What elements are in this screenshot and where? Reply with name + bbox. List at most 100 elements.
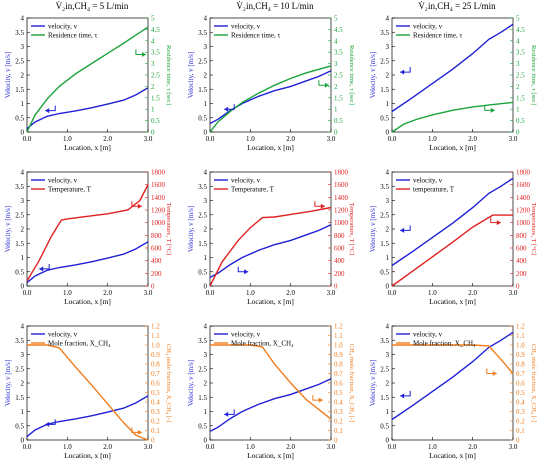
y-tick-label: 0 [21,283,25,291]
y-tick-label: 2 [386,380,390,388]
y-tick-label: 4 [21,169,25,177]
series-line-1 [209,206,332,287]
x-tick-label: 3.0 [509,443,518,451]
y-tick-label: 1 [204,254,208,262]
y2-tick-label: 1.5 [516,94,525,102]
y-tick-label: 0 [386,129,390,137]
y-tick-label: 4 [386,15,390,23]
x-tick-label: 0.0 [206,135,215,143]
y2-tick-label: 2.5 [516,72,525,80]
legend-label: velocity, v [231,331,261,339]
y2-tick-label: 600 [334,245,345,253]
y-tick-label: 1 [204,408,208,416]
y2-tick-label: 400 [334,257,345,265]
y2-tick-label: 3 [151,60,155,68]
series-line-0 [391,177,514,267]
y-tick-label: 1 [21,408,25,416]
x-tick-label: 1.0 [246,289,255,297]
y-tick-label: 2.5 [198,211,207,219]
arrow-head [224,106,229,112]
y2-tick-label: 2 [334,83,338,91]
x-tick-label: 3.0 [144,135,153,143]
x-axis-label: Location, x [m] [429,297,476,306]
y2-tick-label: 1600 [334,181,349,189]
y-tick-label: 3 [21,43,25,51]
y2-tick-label: 1.2 [151,323,160,331]
y2-tick-label: 0.6 [334,380,343,388]
series-line-0 [26,87,149,130]
arrow-head [400,69,405,75]
x-tick-label: 2.0 [103,135,112,143]
y2-axis-label: Residence time, τ [sec] [348,45,355,105]
y2-tick-label: 0.3 [516,408,525,416]
x-axis-label: Location, x [m] [429,143,476,152]
y2-tick-label: 3 [516,60,520,68]
y-tick-label: 0.5 [15,114,24,122]
column-title-2: V̇₂in,CH₄ = 10 L/min [236,1,314,11]
y2-tick-label: 600 [516,245,527,253]
arrow-head [496,220,501,226]
legend-label: velocity, v [48,331,78,339]
y2-tick-label: 2.5 [151,72,160,80]
y2-tick-label: 0.5 [151,117,160,125]
y2-tick-label: 0.5 [516,389,525,397]
x-axis-label: Location, x [m] [64,143,111,152]
y-tick-label: 2.5 [198,365,207,373]
series-line-0 [391,23,514,113]
y2-tick-label: 1400 [334,194,349,202]
series-line-0 [209,378,332,433]
x-tick-label: 2.0 [468,443,477,451]
legend-label: velocity, v [231,23,261,31]
y2-tick-label: 3.5 [151,49,160,57]
x-tick-label: 3.0 [327,135,336,143]
y2-tick-label: 1.0 [151,342,160,350]
y-axis-label: Velocity, v [m/s] [187,206,195,252]
legend-label: velocity, v [413,177,443,185]
y2-tick-label: 0.7 [516,370,525,378]
y2-tick-label: 1.5 [334,94,343,102]
y-tick-label: 2 [21,72,25,80]
y-tick-label: 3 [21,351,25,359]
arrow-head [45,108,50,114]
x-tick-label: 0.0 [23,289,32,297]
y2-tick-label: 1200 [334,207,349,215]
arrow-head [490,107,495,113]
x-axis-label: Location, x [m] [247,297,294,306]
legend-label: velocity, v [413,331,443,339]
y2-tick-label: 0.6 [516,380,525,388]
y-tick-label: 2 [204,72,208,80]
y2-tick-label: 0 [151,437,155,445]
y2-tick-label: 0.9 [334,351,343,359]
series-line-1 [26,26,149,133]
y2-tick-label: 4 [334,37,338,45]
y2-tick-label: 1200 [151,207,166,215]
legend-label: velocity, v [48,177,78,185]
y2-axis-label: Temperature, T [°C] [530,203,537,256]
y2-tick-label: 1 [151,106,155,114]
y-tick-label: 0 [386,283,390,291]
arrow-head [400,393,405,399]
y-axis-label: Velocity, v [m/s] [4,52,12,98]
y2-tick-label: 1800 [151,169,166,177]
y-tick-label: 3 [386,197,390,205]
x-tick-label: 2.0 [468,289,477,297]
series-line-1 [209,65,332,133]
y2-tick-label: 5 [334,15,338,23]
series-line-0 [391,331,514,421]
x-tick-label: 1.0 [63,443,72,451]
arrow-head [137,203,142,209]
arrow-head [45,421,50,427]
y2-tick-label: 1400 [516,194,531,202]
y-tick-label: 0 [21,437,25,445]
series-line-0 [209,70,332,125]
y2-tick-label: 0 [516,437,520,445]
y2-tick-label: 0 [334,283,338,291]
y-tick-label: 2.5 [15,211,24,219]
legend-label: temperature, T [413,186,455,194]
y2-tick-label: 1.0 [334,342,343,350]
y-tick-label: 1 [386,100,390,108]
y-tick-label: 0 [204,437,208,445]
y-tick-label: 4 [204,15,208,23]
y2-axis-label: CH₄ mole fraction, X_CH₄ [-] [530,344,537,422]
